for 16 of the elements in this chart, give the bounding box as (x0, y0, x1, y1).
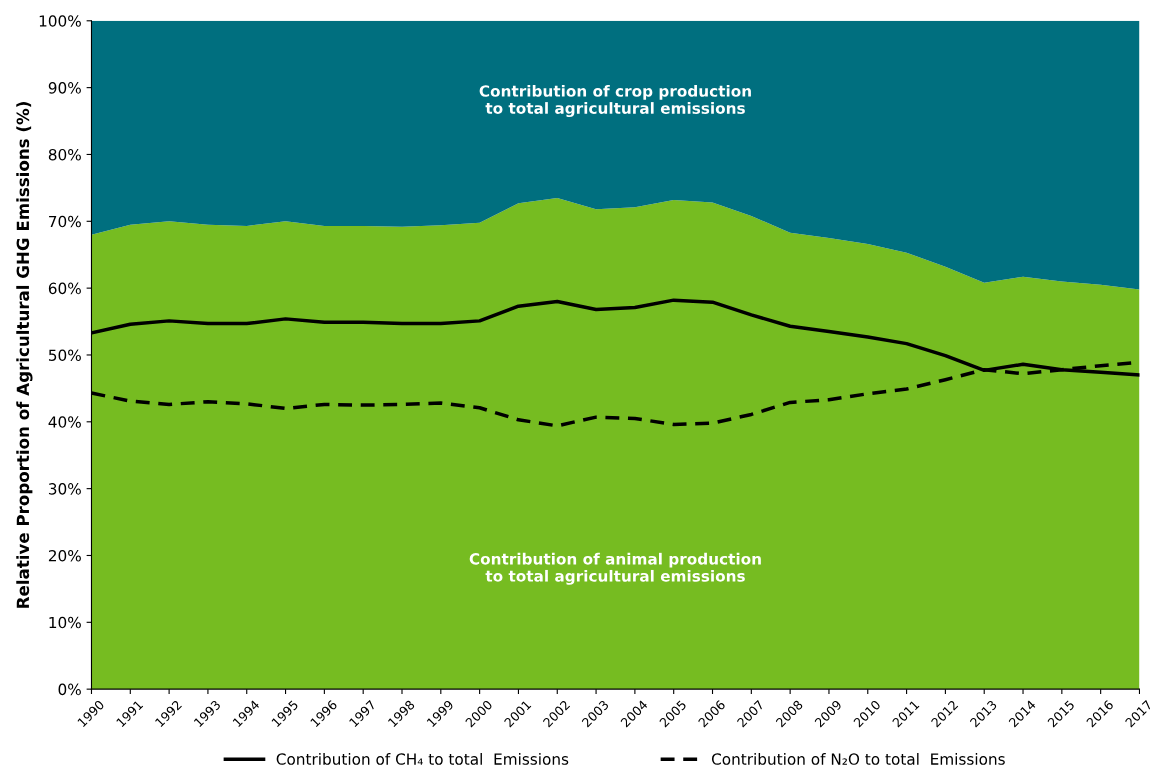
y-tick-label: 20% (48, 549, 81, 562)
legend-label: Contribution of N₂O to total Emissions (711, 753, 1005, 765)
y-tick-label: 30% (48, 483, 81, 495)
y-tick-label: 90% (48, 82, 81, 94)
legend-label: Contribution of CH₄ to total Emissions (276, 753, 569, 765)
y-tick-label: 0% (58, 683, 81, 696)
y-tick-label: 10% (49, 616, 81, 629)
y-tick-label: 80% (48, 148, 81, 161)
y-axis-title: Relative Proportion of Agricultural GHG Emissions (%) (16, 102, 33, 608)
y-tick-label: 60% (48, 282, 81, 295)
series-label: Contribution of crop production to total agricultural emissions (479, 84, 751, 117)
series-label: Contribution of animal production to total agricultural emissions (469, 552, 761, 585)
y-tick-label: 50% (48, 349, 81, 361)
y-tick-label: 100% (39, 15, 81, 27)
y-tick-label: 40% (48, 416, 81, 428)
y-tick-label: 70% (49, 215, 81, 228)
